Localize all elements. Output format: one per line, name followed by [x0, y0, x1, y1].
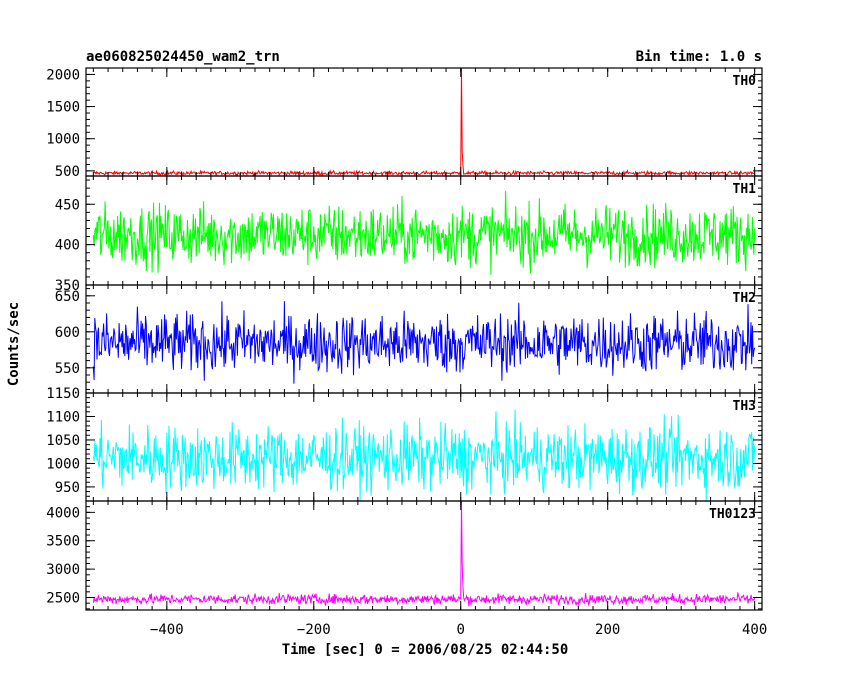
y-tick-label: 600: [55, 325, 80, 341]
y-tick-label: 1000: [46, 132, 80, 148]
x-axis-label: Time [sec] 0 = 2006/08/25 02:44:50: [282, 642, 569, 658]
y-tick-label: 1100: [46, 409, 80, 425]
light-curves: [92, 67, 756, 607]
x-tick-label: −200: [297, 622, 331, 638]
y-axis-label: Counts/sec: [6, 302, 22, 386]
series-line-th0123: [92, 500, 756, 607]
panel-frame-th0123: [85, 500, 763, 611]
y-tick-label: 950: [55, 480, 80, 496]
y-tick-label: 1050: [46, 433, 80, 449]
series-line-th2: [92, 301, 756, 384]
y-tick-label: 1500: [46, 100, 80, 116]
y-tick-label: 500: [55, 164, 80, 180]
y-tick-label: 350: [55, 278, 80, 294]
series-line-th3: [92, 409, 756, 502]
series-line-th0: [93, 67, 755, 178]
y-tick-label: 2500: [46, 591, 80, 607]
axes-layer: TH0500100015002000TH1350400450TH25506006…: [46, 67, 767, 638]
x-tick-label: 200: [595, 622, 620, 638]
y-tick-label: 3000: [46, 562, 80, 578]
y-tick-label: 2000: [46, 67, 80, 83]
panel-label-th0: TH0: [733, 74, 757, 89]
y-tick-label: 3500: [46, 534, 80, 550]
x-tick-label: 0: [457, 622, 465, 638]
panel-label-th1: TH1: [733, 182, 757, 197]
panel-label-th3: TH3: [733, 399, 756, 414]
bin-time-label: Bin time: 1.0 s: [636, 49, 762, 65]
panel-frame-th0: [85, 67, 763, 177]
y-tick-label: 550: [55, 361, 80, 377]
series-line-th1: [92, 190, 756, 275]
chart-title: ae060825024450_wam2_trn: [86, 49, 280, 65]
y-tick-label: 650: [55, 289, 80, 305]
x-tick-label: 400: [742, 622, 767, 638]
y-tick-label: 400: [55, 238, 80, 254]
panel-label-th2: TH2: [733, 291, 756, 306]
y-tick-label: 1000: [46, 456, 80, 472]
y-tick-label: 4000: [46, 505, 80, 521]
y-tick-label: 1150: [46, 386, 80, 402]
y-tick-label: 450: [55, 197, 80, 213]
x-tick-label: −400: [150, 622, 184, 638]
panel-label-th0123: TH0123: [709, 507, 756, 522]
